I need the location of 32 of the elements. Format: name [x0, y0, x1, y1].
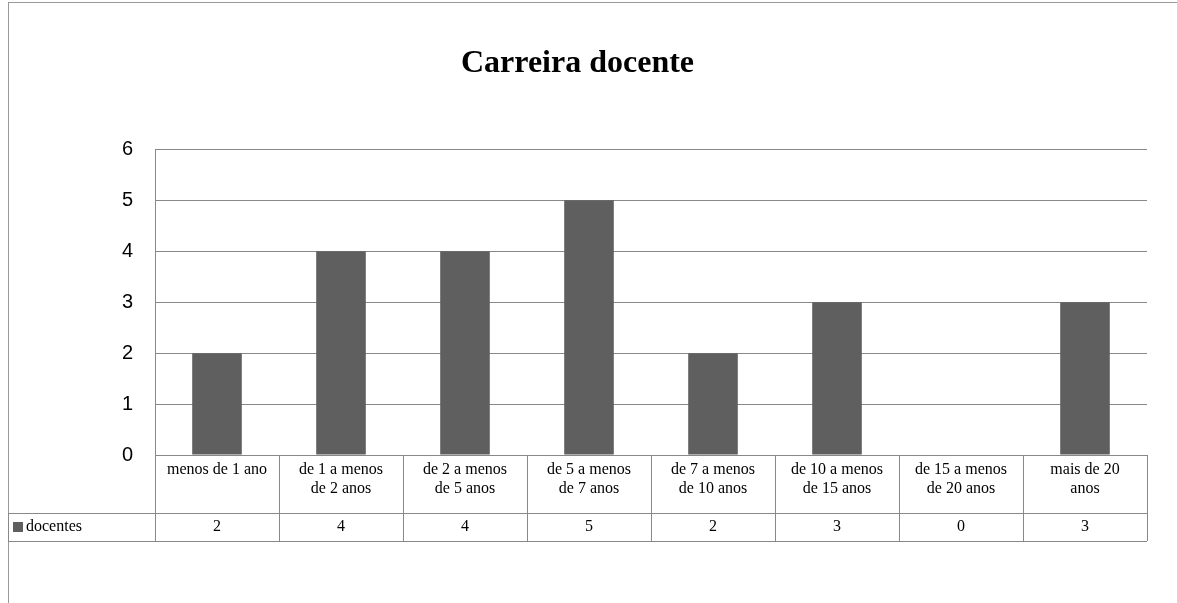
data-label: 4: [461, 517, 469, 535]
x-tick-label: de 5 a menos de 7 anos: [547, 460, 631, 496]
y-tick-label: 6: [121, 136, 133, 159]
chart-title: Carreira docente: [460, 43, 695, 80]
y-tick-label: 4: [121, 238, 133, 261]
x-tick-label: de 1 a menos de 2 anos: [299, 460, 383, 496]
data-label: 2: [213, 517, 221, 535]
data-label: 3: [1081, 517, 1089, 535]
y-tick-label: 1: [121, 391, 133, 414]
bar: [1060, 302, 1110, 455]
x-tick-label: de 2 a menos de 5 anos: [423, 460, 507, 496]
y-tick-label: 3: [121, 289, 133, 312]
bar: [192, 353, 242, 455]
data-label: 0: [957, 517, 965, 535]
bar: [688, 353, 738, 455]
data-label: 4: [337, 517, 345, 535]
bar: [316, 251, 366, 455]
legend-label: docentes: [26, 517, 82, 535]
x-tick-label: de 10 a menos de 15 anos: [791, 460, 883, 496]
data-label: 2: [709, 517, 717, 535]
x-tick-label: menos de 1 ano: [167, 460, 267, 478]
data-label: 3: [833, 517, 841, 535]
x-tick-label: mais de 20 anos: [1050, 460, 1120, 496]
y-tick-label: 2: [121, 340, 133, 363]
y-tick-label: 5: [121, 187, 133, 210]
x-tick-label: de 7 a menos de 10 anos: [671, 460, 755, 496]
bar: [812, 302, 862, 455]
bar: [440, 251, 490, 455]
x-tick-label: de 15 a menos de 20 anos: [915, 460, 1007, 496]
y-tick-label: 0: [121, 442, 133, 465]
bar: [564, 200, 614, 455]
data-label: 5: [585, 517, 593, 535]
